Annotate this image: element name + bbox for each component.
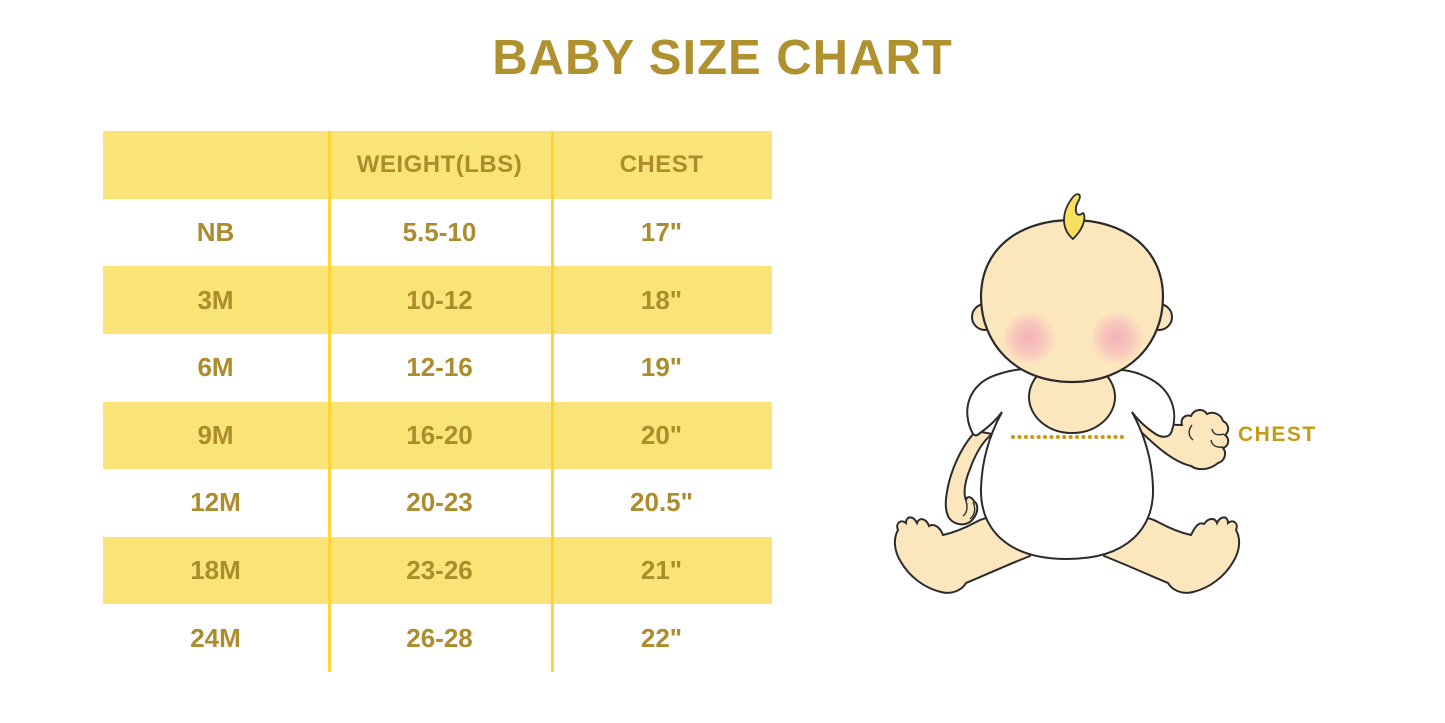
cell-size: 3M xyxy=(197,284,234,315)
table-row: 24M 26-28 22" xyxy=(103,604,772,672)
cell-chest: 17" xyxy=(640,216,683,247)
cell-size: 24M xyxy=(190,622,241,653)
table-row: 18M 23-26 21" xyxy=(103,536,772,605)
baby-left-leg xyxy=(893,516,1031,594)
cell-weight: 20-23 xyxy=(406,487,473,518)
cell-size: 9M xyxy=(197,419,234,450)
baby-head xyxy=(979,218,1165,384)
cell-size: 6M xyxy=(197,352,234,383)
cell-chest: 20" xyxy=(640,419,683,450)
cell-weight: 23-26 xyxy=(406,555,473,586)
column-divider xyxy=(551,131,554,672)
column-divider xyxy=(328,131,331,672)
size-table: WEIGHT(LBS) CHEST NB 5.5-10 17" 3M 10-12… xyxy=(103,131,772,672)
baby-hair-curl xyxy=(1063,193,1086,241)
page-title: BABY SIZE CHART xyxy=(492,31,953,85)
cell-weight: 12-16 xyxy=(406,352,473,383)
baby-fist-creases xyxy=(1188,424,1225,448)
header-cell-chest: CHEST xyxy=(619,150,704,178)
table-row: NB 5.5-10 17" xyxy=(103,199,772,267)
cell-size: NB xyxy=(196,216,235,247)
baby-right-leg xyxy=(1103,516,1241,594)
header-cell-size xyxy=(103,131,328,199)
cell-chest: 22" xyxy=(640,622,683,653)
cell-size: 18M xyxy=(190,555,241,586)
cell-chest: 20.5" xyxy=(630,487,693,518)
cell-chest: 19" xyxy=(640,352,683,383)
cell-chest: 18" xyxy=(640,284,683,315)
baby-illustration xyxy=(893,193,1241,594)
baby-left-arm xyxy=(944,429,995,526)
baby-left-cheek xyxy=(1002,311,1056,365)
chest-annotation-label: CHEST xyxy=(1238,423,1317,446)
table-row: 6M 12-16 19" xyxy=(103,334,772,402)
table-row: 3M 10-12 18" xyxy=(103,266,772,334)
baby-right-cheek xyxy=(1090,311,1144,365)
table-row: 9M 16-20 20" xyxy=(103,401,772,470)
table-row: 12M 20-23 20.5" xyxy=(103,469,772,537)
table-header-row: WEIGHT(LBS) CHEST xyxy=(103,131,772,199)
cell-weight: 26-28 xyxy=(406,622,473,653)
cell-weight: 5.5-10 xyxy=(402,216,477,247)
cell-weight: 16-20 xyxy=(406,419,473,450)
header-cell-weight: WEIGHT(LBS) xyxy=(356,150,523,178)
cell-chest: 21" xyxy=(640,555,683,586)
cell-size: 12M xyxy=(190,487,241,518)
baby-left-hand-creases xyxy=(962,500,976,520)
cell-weight: 10-12 xyxy=(406,284,473,315)
